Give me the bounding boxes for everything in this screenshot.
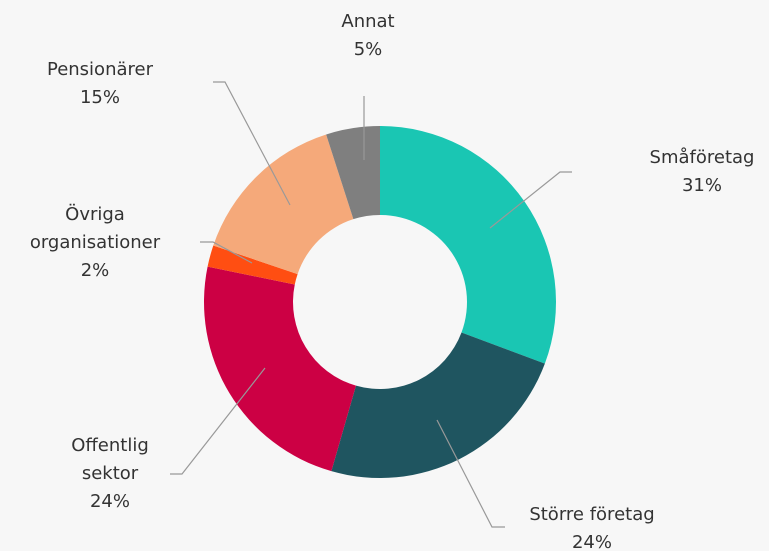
slice-label: Större företag 24% (492, 501, 692, 551)
leader-line (200, 241, 253, 264)
donut-slice (204, 266, 356, 472)
leader-line (170, 367, 266, 475)
slice-value: 24% (571, 532, 612, 551)
leader-line (489, 171, 572, 229)
slice-name: Småföretag (649, 147, 755, 168)
slice-label: Småföretag 31% (632, 144, 769, 200)
leader-line (213, 81, 291, 206)
slice-label: Offentlig sektor 24% (50, 432, 170, 516)
slice-name: Pensionärer (46, 59, 153, 80)
slice-value: 15% (79, 87, 120, 108)
donut-slice (326, 126, 380, 220)
slice-value: 2% (80, 260, 110, 281)
leader-line (436, 419, 505, 528)
slice-label: Pensionärer 15% (20, 56, 180, 112)
slice-value: 24% (89, 491, 130, 512)
donut-slice (331, 332, 545, 478)
donut-slice (207, 245, 298, 285)
slice-value: 5% (353, 39, 383, 60)
donut-slice (380, 126, 556, 364)
slice-value: 31% (681, 175, 722, 196)
slice-label: Övriga organisationer 2% (0, 201, 190, 285)
slice-name: Övriga organisationer (29, 204, 161, 253)
slice-name: Större företag (529, 504, 655, 525)
slice-name: Annat (341, 11, 395, 32)
slice-label: Annat 5% (318, 8, 418, 64)
donut-slice (213, 134, 354, 275)
slice-name: Offentlig sektor (71, 435, 149, 484)
